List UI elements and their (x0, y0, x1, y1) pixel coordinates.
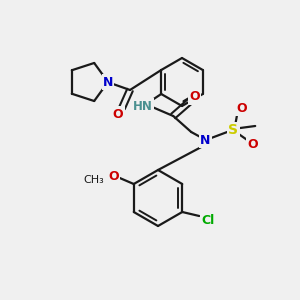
Text: O: O (113, 107, 123, 121)
Text: CH₃: CH₃ (83, 175, 104, 185)
Text: O: O (247, 139, 257, 152)
Text: HN: HN (133, 100, 153, 112)
Text: O: O (236, 101, 247, 115)
Text: N: N (103, 76, 113, 88)
Text: Cl: Cl (202, 214, 215, 226)
Text: N: N (200, 134, 210, 146)
Text: O: O (108, 169, 119, 182)
Text: O: O (189, 91, 200, 103)
Text: S: S (228, 123, 238, 137)
